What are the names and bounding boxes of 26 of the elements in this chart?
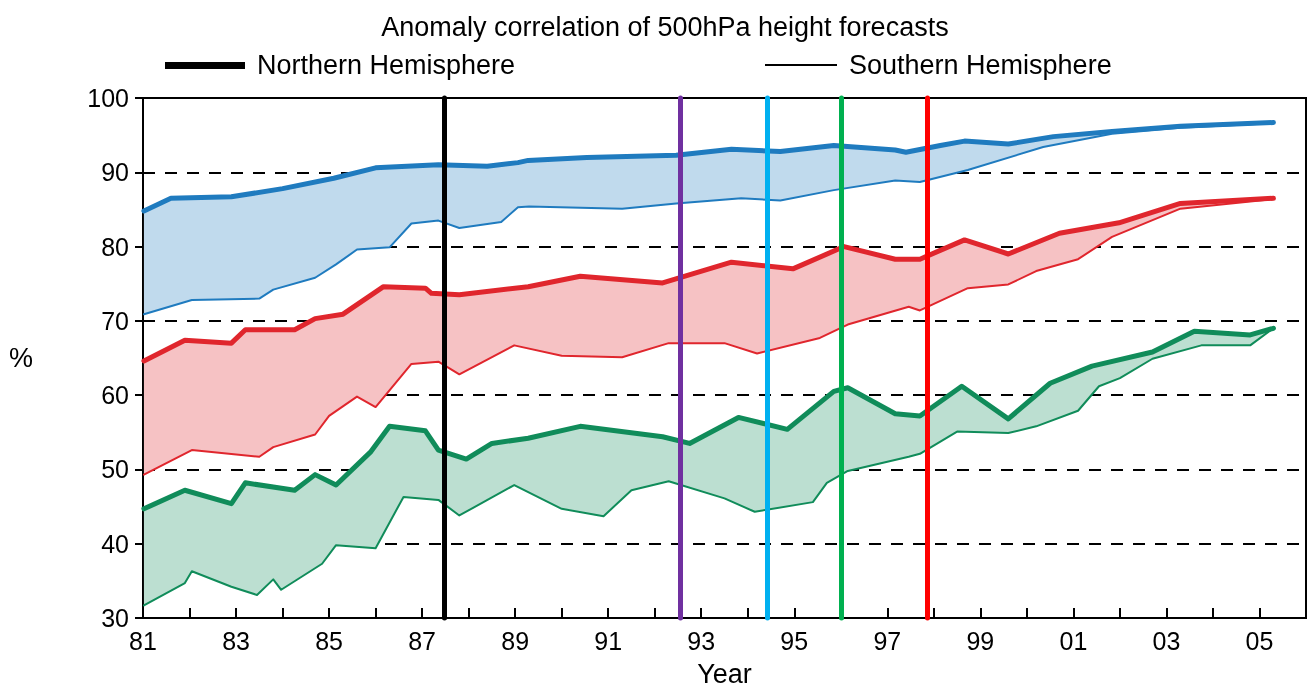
x-tick-label: 83: [222, 626, 250, 655]
x-tick-label: 89: [501, 626, 530, 655]
y-tick-label: 40: [101, 529, 129, 558]
x-tick-label: 97: [873, 626, 902, 655]
y-tick-label: 90: [101, 158, 129, 187]
x-tick-label: 81: [129, 626, 157, 655]
chart-title: Anomaly correlation of 500hPa height forecasts: [381, 11, 949, 42]
y-tick-label: 30: [101, 604, 129, 632]
y-tick-label: 70: [101, 306, 129, 335]
y-tick-label: 80: [101, 232, 129, 261]
text: Southern Hemisphere: [849, 49, 1112, 81]
x-tick-label: 91: [594, 626, 623, 655]
y-tick-label: 100: [87, 84, 129, 112]
x-tick-label: 01: [1059, 626, 1088, 655]
y-axis-title: %: [8, 343, 33, 373]
x-tick-label: 95: [780, 626, 809, 655]
x-tick-label: 87: [408, 626, 437, 655]
x-tick-label: 85: [315, 626, 343, 655]
x-tick-label: 99: [966, 626, 995, 655]
x-tick-label: 05: [1245, 626, 1274, 655]
text: Northern Hemisphere: [257, 49, 516, 81]
x-tick-label: 03: [1152, 626, 1181, 655]
y-tick-label: 50: [101, 455, 129, 484]
x-axis-title: Year: [697, 658, 752, 689]
y-tick-label: 60: [101, 381, 129, 410]
x-tick-label: 93: [687, 626, 716, 655]
